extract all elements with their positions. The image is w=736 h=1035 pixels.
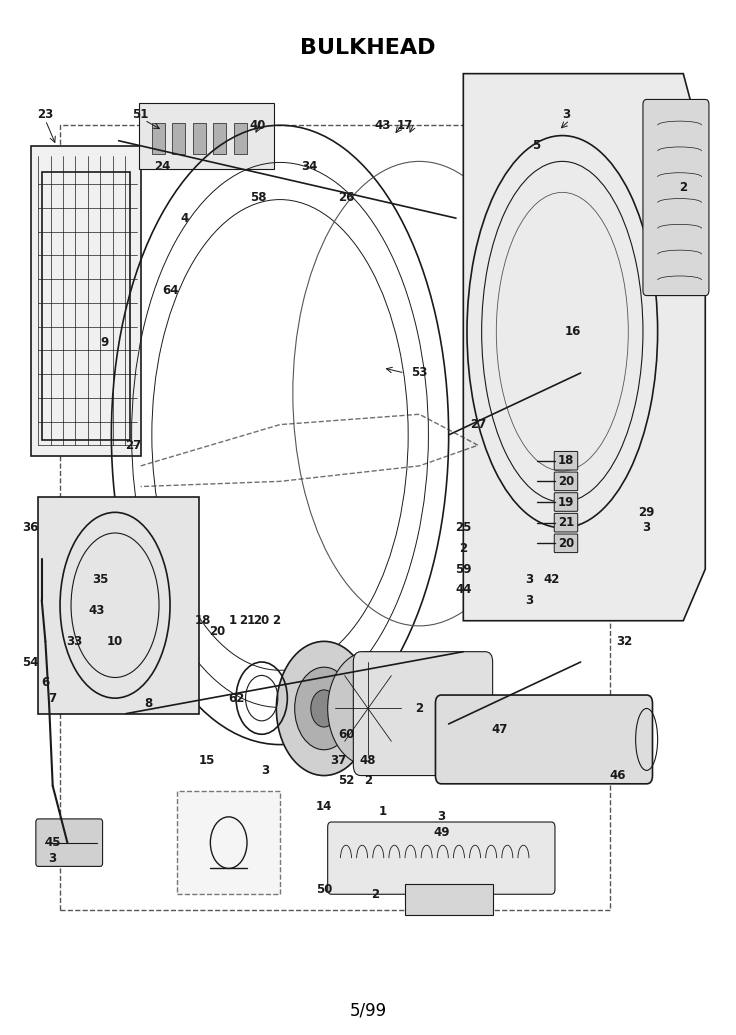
Text: 9: 9 bbox=[100, 335, 108, 349]
FancyBboxPatch shape bbox=[31, 146, 141, 455]
Text: 5: 5 bbox=[533, 140, 541, 152]
Text: 2: 2 bbox=[459, 542, 467, 555]
Text: 51: 51 bbox=[132, 109, 149, 121]
Text: 52: 52 bbox=[338, 774, 354, 788]
Text: 7: 7 bbox=[49, 691, 57, 705]
Text: 24: 24 bbox=[155, 160, 171, 173]
Text: 18: 18 bbox=[558, 454, 574, 467]
Text: 6: 6 bbox=[41, 676, 49, 689]
Text: 2: 2 bbox=[415, 702, 423, 715]
Text: 48: 48 bbox=[360, 753, 376, 767]
Circle shape bbox=[311, 690, 337, 727]
Text: 2: 2 bbox=[364, 774, 372, 788]
Circle shape bbox=[276, 642, 372, 775]
Text: 1: 1 bbox=[228, 614, 236, 627]
Text: 45: 45 bbox=[44, 836, 61, 849]
FancyBboxPatch shape bbox=[177, 791, 280, 894]
Text: 20: 20 bbox=[254, 614, 270, 627]
Text: 33: 33 bbox=[66, 634, 83, 648]
Text: 34: 34 bbox=[301, 160, 317, 173]
Text: 37: 37 bbox=[330, 753, 347, 767]
Text: 32: 32 bbox=[617, 634, 633, 648]
Text: 19: 19 bbox=[558, 496, 574, 508]
Text: 2: 2 bbox=[371, 888, 379, 900]
FancyBboxPatch shape bbox=[554, 513, 578, 532]
Text: 59: 59 bbox=[455, 563, 472, 575]
Text: 18: 18 bbox=[195, 614, 211, 627]
FancyBboxPatch shape bbox=[38, 497, 199, 713]
Text: 15: 15 bbox=[199, 753, 215, 767]
Text: 3: 3 bbox=[643, 522, 651, 534]
FancyBboxPatch shape bbox=[139, 102, 274, 169]
Text: 29: 29 bbox=[638, 506, 655, 519]
Text: 3: 3 bbox=[49, 852, 57, 864]
Text: 3: 3 bbox=[526, 573, 534, 586]
Text: 27: 27 bbox=[470, 418, 486, 432]
FancyBboxPatch shape bbox=[172, 123, 185, 154]
Text: 54: 54 bbox=[23, 655, 39, 669]
Text: 4: 4 bbox=[180, 211, 189, 225]
Text: 14: 14 bbox=[316, 800, 332, 814]
Text: 43: 43 bbox=[88, 603, 105, 617]
FancyBboxPatch shape bbox=[554, 472, 578, 491]
Text: 58: 58 bbox=[250, 191, 266, 204]
FancyBboxPatch shape bbox=[643, 99, 709, 296]
Text: 21: 21 bbox=[558, 516, 574, 529]
Text: 25: 25 bbox=[455, 522, 472, 534]
Text: 10: 10 bbox=[107, 634, 123, 648]
Text: 3: 3 bbox=[562, 109, 570, 121]
Text: 3: 3 bbox=[526, 594, 534, 607]
FancyBboxPatch shape bbox=[152, 123, 165, 154]
Text: 26: 26 bbox=[338, 191, 354, 204]
Text: 36: 36 bbox=[23, 522, 39, 534]
Text: 42: 42 bbox=[543, 573, 559, 586]
Text: 8: 8 bbox=[144, 697, 152, 710]
FancyBboxPatch shape bbox=[554, 534, 578, 553]
Text: 20: 20 bbox=[210, 624, 226, 638]
Text: 3: 3 bbox=[437, 810, 445, 824]
Text: BULKHEAD: BULKHEAD bbox=[300, 38, 436, 58]
Text: 46: 46 bbox=[609, 769, 626, 782]
Text: 64: 64 bbox=[162, 284, 178, 297]
Text: 60: 60 bbox=[338, 728, 354, 741]
Circle shape bbox=[328, 652, 408, 765]
Text: 16: 16 bbox=[565, 325, 581, 338]
FancyBboxPatch shape bbox=[405, 884, 492, 915]
Text: 44: 44 bbox=[455, 584, 472, 596]
Text: 47: 47 bbox=[492, 722, 508, 736]
Text: 23: 23 bbox=[38, 109, 54, 121]
Text: 35: 35 bbox=[92, 573, 109, 586]
FancyBboxPatch shape bbox=[554, 451, 578, 470]
Text: 40: 40 bbox=[250, 119, 266, 131]
Text: 21: 21 bbox=[239, 614, 255, 627]
Text: 2: 2 bbox=[679, 181, 687, 194]
Text: 20: 20 bbox=[558, 475, 574, 487]
Text: 43: 43 bbox=[375, 119, 391, 131]
FancyBboxPatch shape bbox=[193, 123, 206, 154]
Circle shape bbox=[294, 668, 353, 749]
FancyBboxPatch shape bbox=[328, 822, 555, 894]
PathPatch shape bbox=[464, 73, 705, 621]
Text: 49: 49 bbox=[433, 826, 450, 838]
FancyBboxPatch shape bbox=[36, 819, 102, 866]
FancyBboxPatch shape bbox=[353, 652, 492, 775]
Text: 53: 53 bbox=[411, 366, 428, 380]
FancyBboxPatch shape bbox=[213, 123, 227, 154]
FancyBboxPatch shape bbox=[234, 123, 247, 154]
Text: 2: 2 bbox=[272, 614, 280, 627]
Text: 27: 27 bbox=[125, 439, 141, 451]
FancyBboxPatch shape bbox=[436, 696, 653, 783]
Text: 1: 1 bbox=[378, 805, 386, 819]
FancyBboxPatch shape bbox=[554, 493, 578, 511]
Text: 62: 62 bbox=[228, 691, 244, 705]
Text: 3: 3 bbox=[261, 764, 269, 777]
Text: 20: 20 bbox=[558, 537, 574, 550]
Text: 50: 50 bbox=[316, 883, 332, 895]
Text: 5/99: 5/99 bbox=[350, 1002, 386, 1019]
Text: 17: 17 bbox=[397, 119, 413, 131]
